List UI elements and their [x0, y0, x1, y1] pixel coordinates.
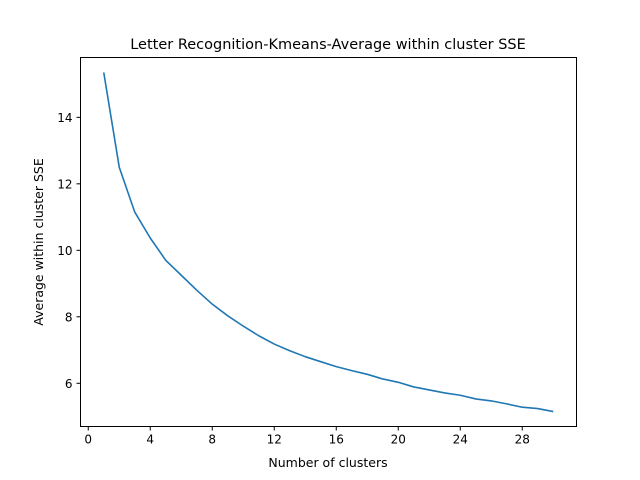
- x-tick-label: 20: [391, 433, 406, 447]
- y-tick-label: 10: [57, 244, 72, 258]
- x-axis-label: Number of clusters: [268, 455, 387, 470]
- x-axis: 0 4 8 12 16 20 24 28: [84, 426, 530, 447]
- y-tick-label: 12: [57, 177, 72, 191]
- x-tick-label: 4: [146, 433, 154, 447]
- plot-area: 0 4 8 12 16 20 24 28 6 8 10 12 14: [57, 57, 577, 447]
- y-axis-label: Average within cluster SSE: [31, 158, 46, 326]
- x-tick-label: 28: [515, 433, 530, 447]
- y-axis: 6 8 10 12 14: [57, 111, 81, 391]
- series-line-0: [102, 72, 554, 413]
- x-tick-label: 16: [329, 433, 344, 447]
- x-tick-label: 8: [208, 433, 216, 447]
- plot-frame: [80, 57, 577, 427]
- x-tick-label: 0: [84, 433, 92, 447]
- x-tick-label: 12: [267, 433, 282, 447]
- y-tick-label: 14: [57, 111, 72, 125]
- y-tick-label: 8: [65, 310, 73, 324]
- y-tick-label: 6: [65, 377, 73, 391]
- x-tick-label: 24: [453, 433, 468, 447]
- chart-title: Letter Recognition-Kmeans-Average within…: [130, 37, 526, 53]
- series-layer: [102, 72, 554, 413]
